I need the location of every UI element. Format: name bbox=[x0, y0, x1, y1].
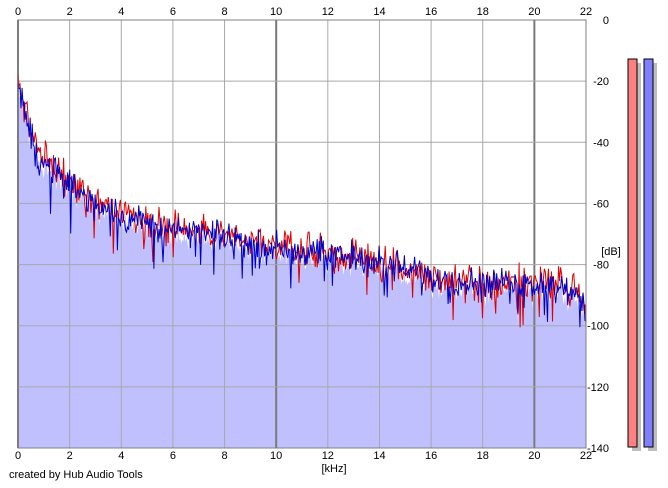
x-tick-label-bottom: 16 bbox=[425, 450, 437, 462]
right-level-meter bbox=[643, 58, 654, 448]
x-tick-label-bottom: 10 bbox=[270, 450, 282, 462]
x-tick-label-top: 20 bbox=[528, 6, 540, 18]
x-tick-label-bottom: 22 bbox=[580, 450, 592, 462]
y-tick-label: -120 bbox=[587, 382, 609, 394]
x-tick-label-top: 22 bbox=[580, 6, 592, 18]
y-tick-label: -100 bbox=[587, 321, 609, 333]
y-tick-label: -80 bbox=[593, 260, 609, 272]
spectrum-fill-area bbox=[18, 84, 586, 448]
x-tick-label-top: 18 bbox=[477, 6, 489, 18]
x-tick-label-bottom: 18 bbox=[477, 450, 489, 462]
x-tick-label-top: 4 bbox=[118, 6, 124, 18]
y-tick-label: 0 bbox=[603, 15, 609, 27]
x-tick-label-top: 14 bbox=[373, 6, 385, 18]
x-tick-label-bottom: 8 bbox=[221, 450, 227, 462]
x-tick-label-bottom: 2 bbox=[67, 450, 73, 462]
x-tick-label-top: 6 bbox=[170, 6, 176, 18]
x-tick-label-top: 8 bbox=[221, 6, 227, 18]
x-tick-label-top: 2 bbox=[67, 6, 73, 18]
x-tick-label-top: 10 bbox=[270, 6, 282, 18]
x-tick-label-top: 12 bbox=[322, 6, 334, 18]
y-tick-label: -40 bbox=[593, 137, 609, 149]
credit-text: created by Hub Audio Tools bbox=[9, 469, 143, 481]
y-axis-label: [dB] bbox=[601, 246, 621, 258]
y-tick-label: -60 bbox=[593, 198, 609, 210]
left-level-meter bbox=[627, 58, 638, 448]
x-tick-label-top: 16 bbox=[425, 6, 437, 18]
x-tick-label-bottom: 6 bbox=[170, 450, 176, 462]
plot-frame bbox=[17, 19, 587, 449]
x-tick-label-bottom: 12 bbox=[322, 450, 334, 462]
x-tick-label-bottom: 0 bbox=[15, 450, 21, 462]
x-tick-label-bottom: 20 bbox=[528, 450, 540, 462]
x-tick-label-bottom: 4 bbox=[118, 450, 124, 462]
right-channel-trace bbox=[17, 80, 587, 328]
y-tick-label: -140 bbox=[587, 443, 609, 455]
x-tick-label-bottom: 14 bbox=[373, 450, 385, 462]
x-axis-label: [kHz] bbox=[321, 463, 346, 475]
y-tick-label: -20 bbox=[593, 76, 609, 88]
x-tick-label-top: 0 bbox=[15, 6, 21, 18]
